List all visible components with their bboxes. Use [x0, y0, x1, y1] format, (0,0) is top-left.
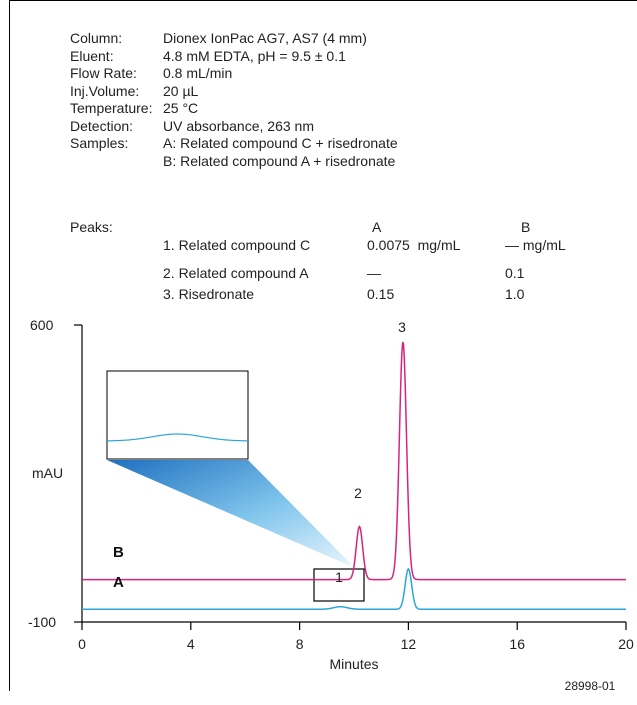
peak-name: 2. Related compound A: [163, 265, 309, 281]
peaks-table: Peaks: A B 1. Related compound C 0.0075 …: [70, 219, 566, 302]
condition-value: UV absorbance, 263 nm: [163, 117, 314, 134]
figure-id: 28998-01: [565, 679, 616, 693]
peak-label-3: 3: [398, 319, 406, 335]
x-tick-label: 20: [618, 636, 634, 652]
y-axis-label: mAU: [32, 465, 63, 481]
trace-b: [82, 341, 626, 581]
peak-conc-b: 1.0: [505, 286, 525, 302]
condition-row: B: Related compound A + risedronate: [70, 153, 398, 171]
condition-label: Flow Rate:: [70, 65, 137, 81]
condition-label: Eluent:: [70, 47, 114, 64]
inset-box: [106, 370, 249, 460]
x-axis-label: Minutes: [329, 656, 378, 672]
peak-label-1: 1: [335, 569, 343, 585]
condition-row: Samples: A: Related compound C + risedron…: [70, 135, 398, 153]
trace-a: [82, 567, 626, 611]
condition-value: 0.8 mL/min: [163, 65, 233, 81]
inset-beam: [107, 460, 352, 565]
peak-label-2: 2: [354, 485, 362, 501]
y-tick-label: -100: [28, 614, 56, 630]
condition-row: Detection: UV absorbance, 263 nm: [70, 118, 398, 136]
peak-conc-b: 0.1: [505, 265, 525, 281]
inset-trace: [106, 433, 249, 442]
condition-value: A: Related compound C + risedronate: [163, 135, 398, 151]
condition-row: Eluent: 4.8 mM EDTA, pH = 9.5 ± 0.1: [70, 48, 398, 66]
conditions-block: Column: Dionex IonPac AG7, AS7 (4 mm) Elu…: [70, 30, 398, 170]
y-tick-label: 600: [30, 317, 54, 333]
condition-label: Temperature:: [70, 100, 153, 116]
condition-value: 25 °C: [163, 100, 199, 116]
condition-value: 20 µL: [163, 82, 199, 99]
x-tick-label: 0: [78, 636, 86, 652]
peak-conc-a: 0.15: [367, 286, 394, 302]
trace-a-label: A: [113, 574, 124, 591]
condition-row: Flow Rate: 0.8 mL/min: [70, 65, 398, 83]
condition-row: Inj.Volume: 20 µL: [70, 83, 398, 101]
x-tick-label: 16: [509, 636, 525, 652]
peak-conc-a: 0.0075 mg/mL: [367, 237, 461, 253]
peaks-label: Peaks:: [70, 219, 113, 235]
peaks-col-b: B: [521, 219, 530, 235]
condition-label: Column:: [70, 30, 123, 46]
peaks-col-a: A: [372, 219, 382, 235]
condition-value: 4.8 mM EDTA, pH = 9.5 ± 0.1: [163, 47, 346, 64]
condition-label: Samples:: [70, 135, 129, 151]
peak-name: 3. Risedronate: [163, 286, 254, 302]
x-tick-label: 8: [296, 636, 304, 652]
condition-value: Dionex IonPac AG7, AS7 (4 mm): [163, 30, 367, 46]
condition-label: Detection:: [70, 117, 134, 134]
condition-row: Column: Dionex IonPac AG7, AS7 (4 mm): [70, 30, 398, 48]
x-tick-label: 12: [401, 636, 417, 652]
peak-conc-a: —: [367, 265, 381, 281]
condition-label: Inj.Volume:: [70, 82, 140, 99]
trace-b-label: B: [113, 544, 124, 561]
figure-frame: [9, 0, 637, 691]
peak-name: 1. Related compound C: [163, 237, 310, 253]
condition-value: B: Related compound A + risedronate: [163, 152, 396, 169]
peak-conc-b: — mg/mL: [505, 237, 566, 253]
zoom-box: [313, 568, 365, 602]
condition-row: Temperature: 25 °C: [70, 100, 398, 118]
x-ticks: 0 4 8 12 16 20: [78, 622, 634, 652]
x-tick-label: 4: [187, 636, 195, 652]
